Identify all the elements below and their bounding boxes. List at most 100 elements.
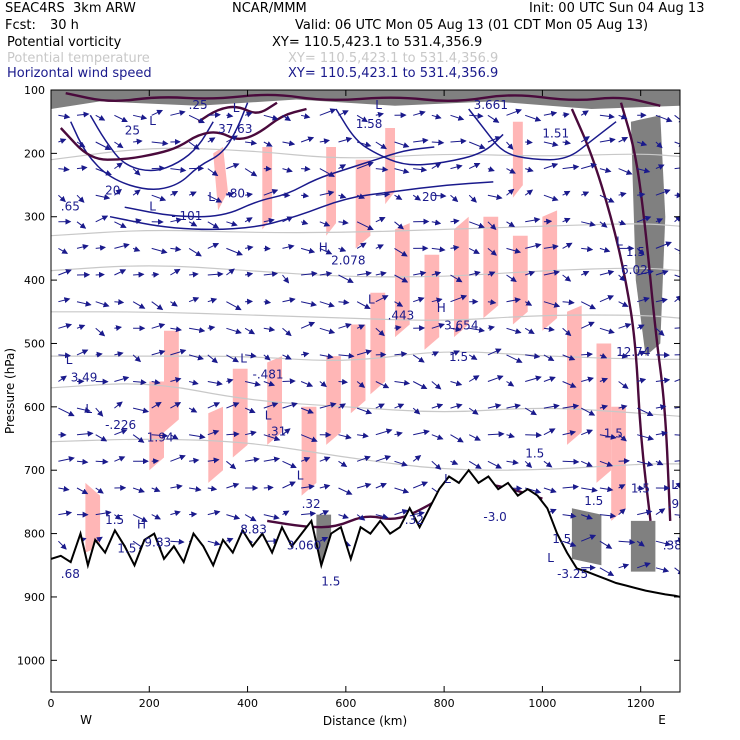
wind-vector	[300, 136, 315, 143]
pv-shading-19	[213, 147, 228, 211]
wind-vector	[207, 540, 221, 546]
wind-vector	[450, 164, 463, 170]
wind-vector	[76, 300, 92, 307]
annotation-label: 12.74	[616, 345, 650, 359]
wind-vector	[543, 218, 553, 225]
wind-vector	[637, 460, 654, 467]
terrain-fill	[51, 470, 680, 692]
annotation-label: -3.0	[483, 510, 506, 524]
wind-vector	[506, 247, 522, 254]
wind-vector	[525, 217, 541, 224]
wind-vector	[580, 321, 595, 329]
wind-vector	[524, 407, 537, 416]
wind-vector	[469, 327, 485, 333]
wind-vector	[655, 404, 667, 411]
wind-vector	[58, 485, 70, 492]
wind-vector	[188, 354, 204, 361]
wind-vector	[226, 220, 238, 227]
wind-vector	[524, 460, 533, 468]
annotation-label: 1.5	[631, 481, 650, 495]
wind-vector	[170, 433, 179, 440]
wind-vector	[132, 246, 141, 252]
wind-vector	[543, 428, 556, 436]
wind-vector	[506, 297, 521, 304]
annotation-label: 1.94	[147, 431, 174, 445]
wind-vector	[282, 114, 292, 122]
pv-shading-4	[232, 368, 248, 458]
wind-vector	[319, 221, 331, 227]
wind-vector	[188, 114, 205, 124]
wind-vector	[151, 247, 168, 255]
wind-vector	[618, 274, 626, 282]
wind-vector	[450, 459, 459, 465]
wind-vector	[356, 455, 371, 462]
wind-vector	[263, 456, 281, 463]
wind-vector	[375, 244, 384, 250]
wind-vector	[618, 219, 627, 226]
wind-vector	[95, 407, 104, 417]
center-label: NCAR/MMM	[232, 1, 307, 16]
wind-vector	[525, 242, 542, 249]
wind-vector	[188, 406, 198, 413]
y-tick-label: 600	[24, 401, 45, 414]
y-tick-label: 200	[24, 147, 45, 160]
wind-vector	[562, 381, 577, 388]
wind-vector	[282, 378, 296, 385]
wind-vector	[338, 352, 355, 359]
wind-vector	[581, 376, 594, 383]
wind-vector	[132, 114, 148, 121]
wind-vector	[543, 354, 555, 362]
wind-vector	[282, 402, 298, 409]
wind-vector	[95, 434, 108, 442]
wind-vector	[319, 301, 335, 308]
wind-vector	[132, 434, 145, 443]
wind-vector	[207, 402, 221, 409]
wind-vector	[431, 351, 440, 357]
dark-shading-2	[571, 508, 602, 566]
y-tick-label: 1000	[17, 654, 45, 667]
wind-vector	[637, 167, 651, 174]
wind-vector	[375, 428, 393, 436]
east-label: E	[658, 713, 666, 727]
wind-vector	[468, 375, 480, 382]
wind-vector	[580, 191, 590, 197]
wind-vector	[76, 194, 85, 203]
wind-vector	[581, 162, 597, 170]
wind-vector	[525, 166, 534, 173]
wind-vector	[618, 508, 626, 515]
wind-vector	[674, 354, 680, 356]
wind-vector	[263, 326, 276, 333]
wind-vector	[562, 354, 576, 361]
annotation-label: L	[85, 402, 92, 416]
wind-vector	[581, 514, 593, 520]
wind-vector	[655, 297, 668, 304]
wind-vector	[76, 487, 89, 495]
annotation-label: L	[66, 353, 73, 367]
pv-shading-1	[149, 381, 164, 471]
annotation-label: 3.654	[444, 319, 478, 333]
wind-vector	[319, 537, 329, 543]
wind-vector	[431, 460, 442, 470]
wind-vector	[506, 108, 522, 116]
dark-shading-3	[630, 520, 656, 572]
pv-contour-2	[65, 92, 661, 107]
wind-vector	[226, 460, 237, 470]
wind-vector	[431, 246, 446, 253]
wind-vector	[319, 353, 334, 360]
wind-vector	[170, 510, 181, 517]
wind-vector	[188, 297, 200, 303]
wind-vector	[151, 486, 161, 493]
wind-vector	[282, 510, 290, 517]
annotation-label: 25	[125, 123, 140, 137]
wind-contour-4	[335, 108, 504, 166]
wind-vector	[599, 246, 611, 253]
wind-vector	[506, 354, 523, 363]
wind-vector	[151, 165, 166, 172]
y-tick-label: 800	[24, 528, 45, 541]
field-xy-wind: XY= 110.5,423.1 to 531.4,356.9	[288, 66, 499, 81]
wind-vector	[543, 244, 559, 250]
wind-vector	[637, 485, 645, 492]
wind-vector	[189, 271, 199, 278]
plot-frame	[50, 89, 681, 693]
wind-vector	[207, 429, 220, 436]
